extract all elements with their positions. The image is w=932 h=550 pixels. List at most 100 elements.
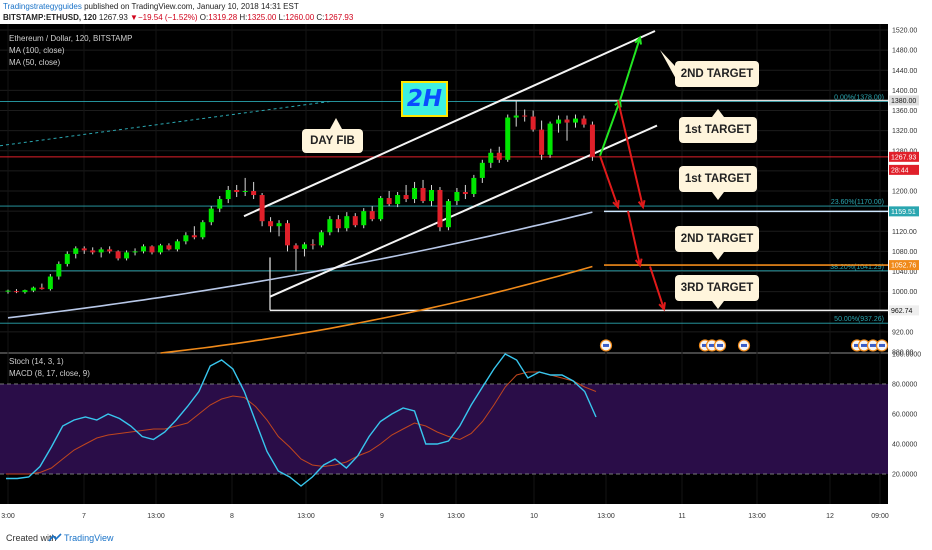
time-tick-label: 8: [230, 513, 234, 520]
callout-pointer: [712, 252, 724, 260]
macd-legend: MACD (8, 17, close, 9): [9, 369, 90, 378]
footer: Created with TradingView: [0, 527, 932, 550]
callout-pointer: [660, 50, 676, 79]
tradingview-brand: TradingView: [64, 533, 114, 543]
candle-body: [13, 291, 19, 293]
time-tick-label: 11: [678, 513, 685, 520]
high-label: H:: [239, 13, 248, 22]
price-tick-label: 1040.00: [892, 269, 917, 276]
candle-body: [301, 244, 307, 249]
stoch-tick-label: 20.0000: [892, 472, 917, 479]
close-label: C:: [316, 13, 325, 22]
tradingview-link[interactable]: TradingView: [48, 532, 128, 543]
ma100-legend: MA (100, close): [9, 46, 65, 55]
day-fib-dashed-line: [0, 100, 331, 147]
candle-body: [5, 290, 11, 292]
price-badge-label: 1052.76: [891, 263, 916, 270]
channel-upper-line: [243, 30, 656, 218]
candle-body: [318, 232, 324, 246]
stoch-legend: Stoch (14, 3, 1): [9, 357, 64, 366]
tradingview-logo-icon: [48, 533, 62, 542]
chart-area[interactable]: 1520.00 1480.00 1440.00 1400.00 1360.00 1320.…: [0, 24, 932, 527]
candle-body: [344, 216, 350, 229]
published-text: published on TradingView.com, January 10…: [81, 2, 299, 11]
symbol-legend: Ethereum / Dollar, 120, BITSTAMP: [9, 34, 133, 43]
price-tick-label: 1000.00: [892, 289, 917, 296]
stoch-tick-label: 80.0000: [892, 382, 917, 389]
stoch-tick-label: 100.0000: [892, 352, 921, 359]
event-flag-icon-inner: [741, 343, 747, 347]
open-label: O:: [199, 13, 209, 22]
candle-body: [352, 216, 358, 226]
fib-level-label: 0.00%(1378.00): [834, 94, 884, 101]
target-arrow-down-1-head: [612, 200, 620, 210]
event-flag-icon-inner: [861, 343, 867, 347]
price-tick-label: 1280.00: [892, 148, 917, 155]
candle-body: [157, 245, 163, 253]
candle-body: [556, 119, 562, 124]
price-tick-label: 1400.00: [892, 88, 917, 95]
publish-header: Tradingstrategyguides published on Tradi…: [0, 0, 932, 24]
close-value: 1267.93: [324, 13, 354, 22]
candle-body: [412, 187, 418, 200]
candle-body: [276, 223, 282, 227]
candle-body: [479, 162, 485, 178]
candle-body: [513, 115, 519, 118]
price-badge-label: 1380.00: [891, 98, 916, 105]
time-axis-panel: [0, 504, 888, 527]
callout-pointer: [330, 118, 342, 129]
timeframe-badge: 2H: [401, 81, 448, 117]
event-flag-icon-inner: [717, 343, 723, 347]
fib-level-label: 23.60%(1170.00): [831, 199, 884, 206]
target-arrow-down-2-head: [637, 200, 646, 210]
price-chart-svg[interactable]: 1520.00 1480.00 1440.00 1400.00 1360.00 1320.…: [0, 24, 932, 527]
price-badge-label: 962.74: [891, 308, 913, 315]
callout-pointer: [712, 109, 724, 117]
time-tick-label: 13:00: [297, 513, 315, 520]
candle-body: [107, 249, 113, 252]
price-tick-label: 1080.00: [892, 249, 917, 256]
price-badge-label: 1267.93: [891, 154, 916, 161]
price-badge: [889, 206, 919, 217]
candle-body: [149, 246, 155, 253]
price-tick-label: 880.00: [892, 350, 914, 357]
ma50-line: [160, 265, 593, 354]
candle-body: [488, 152, 494, 163]
time-tick-label: 13:00: [748, 513, 766, 520]
candle-body: [191, 235, 197, 238]
last-price: 1267.93: [98, 13, 128, 22]
candle-body: [378, 198, 384, 220]
publisher-link[interactable]: Tradingstrategyguides: [3, 2, 82, 11]
candle-body: [47, 276, 53, 290]
candle-body: [454, 192, 460, 202]
candle-body: [564, 119, 570, 123]
time-tick-label: 7: [82, 513, 86, 520]
candle-body: [403, 195, 409, 200]
target-arrow-down-3: [627, 210, 641, 266]
open-value: 1319.28: [208, 13, 238, 22]
candle-body: [64, 253, 70, 264]
candle-body: [90, 250, 96, 253]
candle-body: [259, 195, 265, 222]
price-badge: [889, 260, 919, 271]
candle-body: [174, 241, 180, 250]
candle-body: [547, 123, 553, 155]
high-value: 1325.00: [247, 13, 277, 22]
candle-body: [115, 251, 121, 259]
candle-body: [141, 246, 147, 252]
ohlc-line: BITSTAMP:ETHUSD, 120 1267.93 ▼−19.54 (−1…: [3, 12, 353, 23]
publish-line: Tradingstrategyguides published on Tradi…: [3, 1, 299, 12]
candle-body: [361, 211, 367, 226]
time-tick-label: 12: [826, 513, 834, 520]
candle-body: [572, 118, 578, 123]
candle-body: [132, 251, 138, 253]
event-flag-icon-inner: [879, 343, 885, 347]
candle-body: [166, 245, 172, 250]
event-flag-icon-inner: [709, 343, 715, 347]
target-arrow-down-4-head: [658, 302, 666, 312]
price-badge: [889, 151, 919, 162]
target-arrow-down-1: [599, 155, 619, 208]
target-arrow-up-2: [619, 37, 641, 101]
candle-body: [208, 208, 214, 223]
event-flag-icon-inner: [702, 343, 708, 347]
